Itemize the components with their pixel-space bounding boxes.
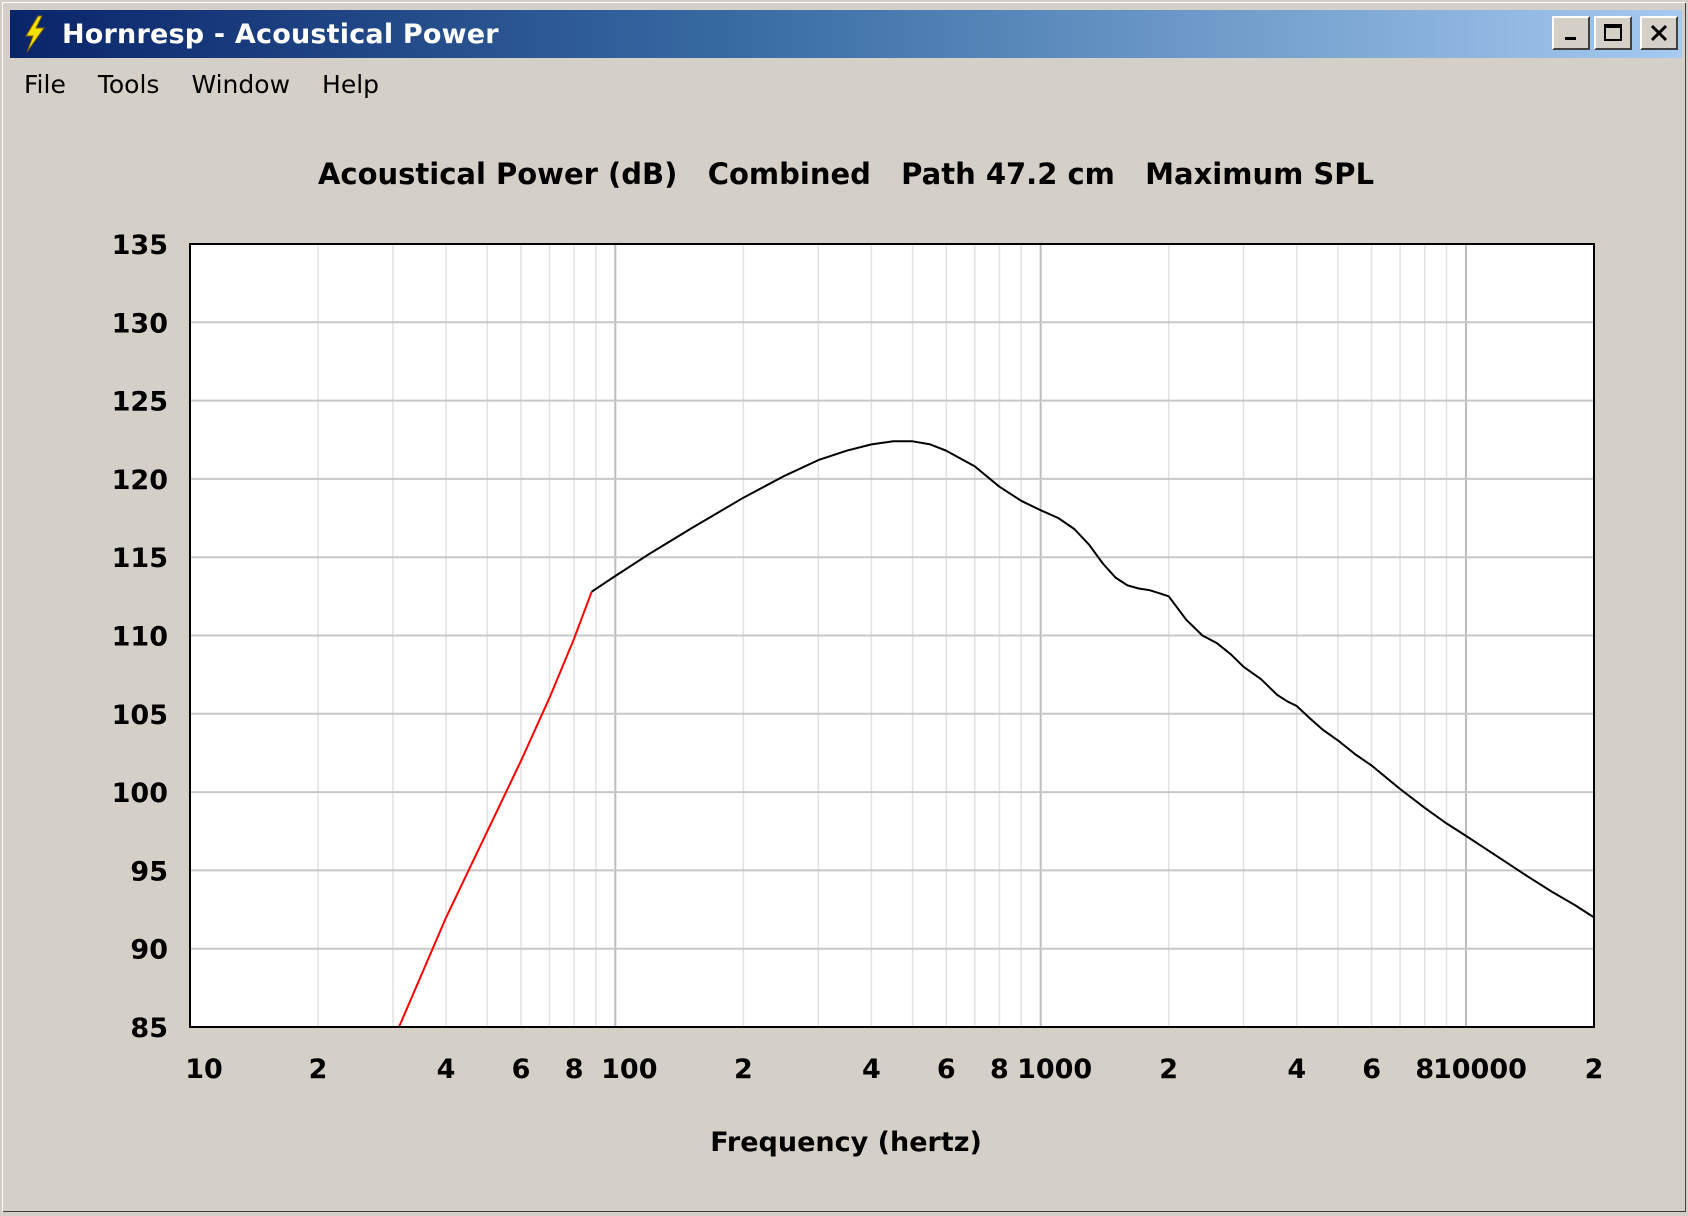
x-tick-label: 2	[1585, 1054, 1604, 1085]
minimize-icon	[1565, 37, 1576, 40]
plot-frame	[189, 243, 1595, 1028]
x-axis-title: Frequency (hertz)	[710, 1127, 982, 1158]
y-tick-label: 90	[130, 935, 168, 966]
y-tick-label: 120	[112, 465, 168, 496]
y-tick-label: 115	[112, 543, 168, 574]
y-tick-label: 130	[112, 308, 168, 339]
x-tick-label: 2	[734, 1054, 753, 1085]
x-tick-label: 8	[565, 1054, 584, 1085]
x-tick-label: 6	[937, 1054, 956, 1085]
menu-bar: File Tools Window Help	[10, 62, 1682, 106]
menu-file[interactable]: File	[24, 69, 66, 99]
close-button[interactable]	[1640, 16, 1678, 50]
y-tick-label: 110	[112, 622, 168, 653]
x-tick-label: 100	[601, 1054, 657, 1085]
chart-title: Acoustical Power (dB) Combined Path 47.2…	[317, 157, 1375, 191]
series-line-1	[591, 440, 1595, 919]
x-tick-label: 4	[1287, 1054, 1306, 1085]
y-tick-label: 95	[130, 856, 168, 887]
close-icon	[1650, 24, 1668, 42]
y-tick-label: 100	[112, 778, 168, 809]
y-tick-label: 85	[130, 1013, 168, 1044]
minimize-button[interactable]	[1552, 16, 1590, 50]
x-tick-label: 10	[185, 1054, 223, 1085]
y-tick-label: 105	[112, 700, 168, 731]
maximize-icon	[1604, 24, 1622, 41]
y-tick-label: 125	[112, 387, 168, 418]
x-tick-label: 4	[437, 1054, 456, 1085]
menu-help[interactable]: Help	[322, 69, 380, 99]
x-tick-label: 1000	[1017, 1054, 1092, 1085]
x-tick-label: 4	[862, 1054, 881, 1085]
x-tick-label: 8	[1415, 1054, 1434, 1085]
lightning-icon	[25, 15, 45, 53]
x-tick-label: 6	[512, 1054, 531, 1085]
window-title: Hornresp - Acoustical Power	[62, 18, 499, 50]
title-bar[interactable]: Hornresp - Acoustical Power	[10, 10, 1682, 58]
x-tick-label: 2	[1159, 1054, 1178, 1085]
menu-window[interactable]: Window	[191, 69, 291, 99]
x-tick-label: 8	[990, 1054, 1009, 1085]
y-tick-label: 135	[112, 230, 168, 261]
menu-tools[interactable]: Tools	[97, 69, 160, 99]
x-tick-label: 10000	[1433, 1054, 1527, 1085]
x-tick-label: 2	[309, 1054, 328, 1085]
series-line-0	[398, 591, 593, 1028]
maximize-button[interactable]	[1594, 16, 1632, 50]
x-tick-label: 6	[1362, 1054, 1381, 1085]
